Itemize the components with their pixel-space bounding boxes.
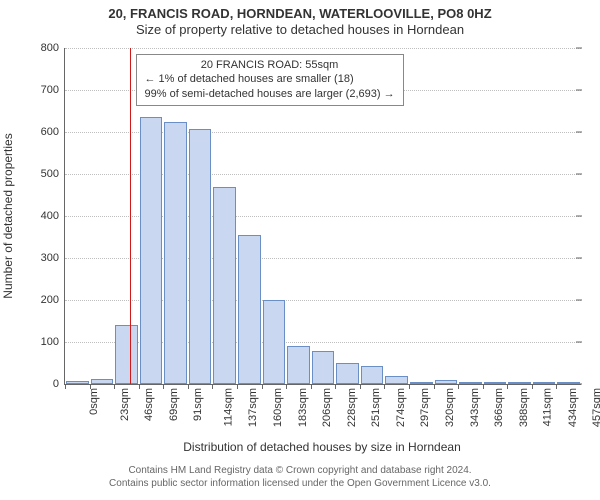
x-tick-mark [90,384,91,389]
y-tick-label: 700 [41,84,65,96]
y-tick-mark [576,216,582,217]
bar [361,366,384,384]
bar [484,382,507,384]
x-tick-label: 366sqm [493,388,505,427]
bar [115,325,138,384]
x-tick-mark [360,384,361,389]
footer-line-1: Contains HM Land Registry data © Crown c… [0,464,600,477]
annotation-line: ← 1% of detached houses are smaller (18) [145,72,395,86]
x-tick-label: 137sqm [248,388,260,427]
x-tick-mark [384,384,385,389]
x-tick-mark [335,384,336,389]
x-tick-label: 91sqm [192,388,204,421]
x-tick-label: 320sqm [444,388,456,427]
x-tick-mark [483,384,484,389]
x-tick-label: 411sqm [542,388,554,426]
x-tick-label: 69sqm [168,388,180,421]
y-tick-label: 300 [41,252,65,264]
y-tick-label: 800 [41,42,65,54]
title-line-2: Size of property relative to detached ho… [0,22,600,38]
title-block: 20, FRANCIS ROAD, HORNDEAN, WATERLOOVILL… [0,6,600,39]
bar [213,187,236,384]
plot-area: 01002003004005006007008000sqm23sqm46sqm6… [64,48,581,385]
bar [533,382,556,384]
bar [164,122,187,385]
x-tick-label: 251sqm [370,388,382,427]
x-tick-label: 23sqm [119,388,131,421]
annotation-line: 20 FRANCIS ROAD: 55sqm [145,58,395,72]
x-tick-mark [532,384,533,389]
title-line-1: 20, FRANCIS ROAD, HORNDEAN, WATERLOOVILL… [0,6,600,22]
x-tick-label: 160sqm [272,388,284,427]
x-tick-mark [237,384,238,389]
x-axis-label: Distribution of detached houses by size … [64,440,580,454]
bar [312,351,335,384]
y-tick-label: 200 [41,294,65,306]
x-tick-mark [556,384,557,389]
chart-container: 20, FRANCIS ROAD, HORNDEAN, WATERLOOVILL… [0,0,600,500]
y-tick-mark [576,90,582,91]
bar [385,376,408,384]
bar [66,381,89,384]
bar [557,382,580,384]
bar [435,380,458,384]
x-tick-label: 228sqm [346,388,358,427]
x-tick-mark [65,384,66,389]
x-tick-mark [409,384,410,389]
y-tick-mark [576,258,582,259]
x-tick-label: 206sqm [321,388,333,427]
y-tick-label: 400 [41,210,65,222]
annotation-box: 20 FRANCIS ROAD: 55sqm← 1% of detached h… [136,54,404,106]
x-tick-label: 183sqm [297,388,309,427]
x-tick-mark [311,384,312,389]
y-tick-mark [576,300,582,301]
bar [140,117,163,384]
bar [508,382,531,384]
y-axis-label: Number of detached properties [1,133,15,298]
y-tick-label: 100 [41,336,65,348]
bar [238,235,261,384]
y-tick-label: 600 [41,126,65,138]
y-tick-mark [576,48,582,49]
x-tick-label: 343sqm [469,388,481,427]
bar [459,382,482,384]
bar [189,129,212,384]
bar [91,379,114,384]
x-tick-label: 297sqm [420,388,432,427]
x-tick-label: 434sqm [567,388,579,427]
y-tick-mark [576,174,582,175]
bar [410,382,433,384]
grid-line [65,48,581,49]
y-tick-mark [576,342,582,343]
x-tick-mark [458,384,459,389]
bar [336,363,359,384]
x-tick-mark [434,384,435,389]
x-tick-label: 114sqm [222,388,234,426]
x-tick-label: 0sqm [88,388,100,415]
x-tick-mark [212,384,213,389]
y-tick-mark [576,132,582,133]
x-tick-label: 388sqm [518,388,530,427]
x-tick-mark [188,384,189,389]
footer-line-2: Contains public sector information licen… [0,477,600,490]
x-tick-mark [286,384,287,389]
x-tick-mark [139,384,140,389]
bar [263,300,286,384]
x-tick-mark [114,384,115,389]
x-tick-mark [163,384,164,389]
y-tick-label: 0 [53,378,65,390]
x-tick-mark [507,384,508,389]
footer: Contains HM Land Registry data © Crown c… [0,464,600,490]
annotation-line: 99% of semi-detached houses are larger (… [145,87,395,101]
x-tick-label: 274sqm [395,388,407,427]
bar [287,346,310,384]
marker-line [130,48,131,384]
x-tick-mark [262,384,263,389]
x-tick-label: 457sqm [592,388,600,427]
x-tick-label: 46sqm [143,388,155,421]
y-tick-label: 500 [41,168,65,180]
